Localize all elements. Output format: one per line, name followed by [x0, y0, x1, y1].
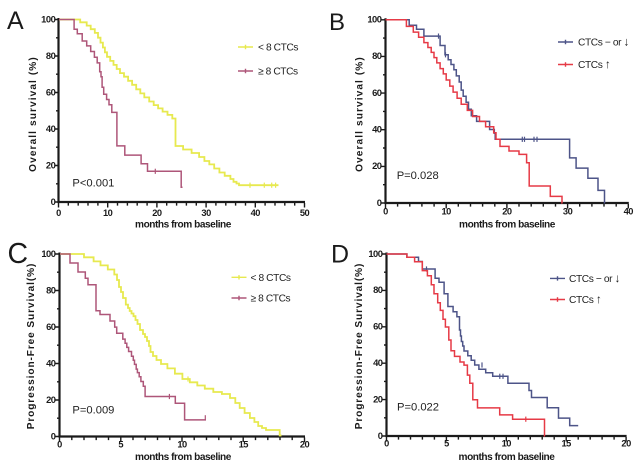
svg-text:100: 100	[367, 14, 381, 25]
svg-text:months from baseline: months from baseline	[135, 452, 232, 463]
svg-text:CTCs ↑: CTCs ↑	[578, 57, 610, 71]
svg-text:0: 0	[51, 196, 56, 207]
svg-text:Overall survival (%): Overall survival (%)	[28, 56, 39, 172]
svg-text:30: 30	[201, 208, 211, 218]
svg-text:15: 15	[239, 440, 249, 450]
svg-text:20: 20	[373, 393, 383, 404]
svg-text:CTCs − or ↓: CTCs − or ↓	[578, 35, 629, 49]
svg-text:40: 40	[373, 357, 383, 368]
svg-text:60: 60	[372, 87, 382, 98]
svg-text:0: 0	[56, 208, 61, 218]
svg-text:months from baseline: months from baseline	[459, 220, 556, 231]
svg-text:80: 80	[46, 284, 56, 295]
svg-text:100: 100	[368, 248, 382, 259]
svg-text:10: 10	[502, 439, 512, 449]
svg-text:15: 15	[562, 439, 572, 449]
svg-text:C: C	[8, 238, 29, 270]
svg-text:months from baseline: months from baseline	[135, 220, 232, 231]
svg-text:40: 40	[251, 208, 261, 218]
svg-text:A: A	[7, 7, 24, 35]
svg-text:P=0.009: P=0.009	[72, 405, 114, 417]
svg-text:60: 60	[46, 321, 56, 332]
svg-text:40: 40	[624, 207, 634, 217]
svg-text:100: 100	[41, 13, 55, 24]
svg-text:50: 50	[300, 208, 310, 218]
svg-text:10: 10	[442, 207, 452, 217]
svg-text:0: 0	[377, 197, 382, 208]
svg-text:20: 20	[46, 159, 56, 170]
svg-text:< 8 CTCs: < 8 CTCs	[251, 273, 291, 284]
svg-text:20: 20	[152, 208, 162, 218]
svg-text:0: 0	[384, 439, 389, 449]
svg-text:CTCs ↑: CTCs ↑	[569, 292, 601, 306]
svg-text:0: 0	[57, 440, 62, 450]
svg-text:Progression-Free Survival(%): Progression-Free Survival(%)	[26, 263, 37, 430]
svg-text:80: 80	[373, 284, 383, 295]
svg-text:20: 20	[502, 207, 512, 217]
svg-text:10: 10	[103, 208, 113, 218]
svg-text:months from baseline: months from baseline	[459, 452, 556, 463]
svg-text:60: 60	[46, 86, 56, 97]
svg-text:80: 80	[46, 50, 56, 61]
svg-text:CTCs − or ↓: CTCs − or ↓	[569, 271, 620, 285]
svg-text:30: 30	[563, 207, 573, 217]
svg-text:20: 20	[46, 394, 56, 405]
svg-text:P=0.028: P=0.028	[397, 170, 439, 182]
svg-text:P<0.001: P<0.001	[72, 178, 114, 190]
svg-text:60: 60	[373, 321, 383, 332]
svg-text:20: 20	[621, 439, 631, 449]
svg-text:Overall survival (%): Overall survival (%)	[355, 56, 366, 172]
svg-text:20: 20	[300, 440, 310, 450]
svg-text:40: 40	[46, 357, 56, 368]
svg-text:40: 40	[372, 124, 382, 135]
svg-text:5: 5	[444, 439, 449, 449]
svg-text:0: 0	[51, 430, 56, 441]
svg-text:< 8 CTCs: < 8 CTCs	[258, 43, 298, 54]
svg-text:≥ 8 CTCs: ≥ 8 CTCs	[251, 294, 291, 305]
svg-text:0: 0	[383, 207, 388, 217]
svg-text:D: D	[331, 241, 349, 269]
svg-text:80: 80	[372, 50, 382, 61]
svg-text:Progression-Free Survival(%): Progression-Free Survival(%)	[354, 263, 365, 430]
svg-text:40: 40	[46, 123, 56, 134]
svg-text:≥ 8 CTCs: ≥ 8 CTCs	[258, 67, 298, 78]
svg-text:100: 100	[41, 248, 55, 259]
svg-text:0: 0	[378, 430, 383, 441]
svg-text:B: B	[329, 9, 345, 36]
svg-text:10: 10	[177, 440, 187, 450]
svg-text:P=0.022: P=0.022	[397, 401, 439, 413]
svg-text:5: 5	[118, 440, 123, 450]
svg-text:20: 20	[372, 160, 382, 171]
